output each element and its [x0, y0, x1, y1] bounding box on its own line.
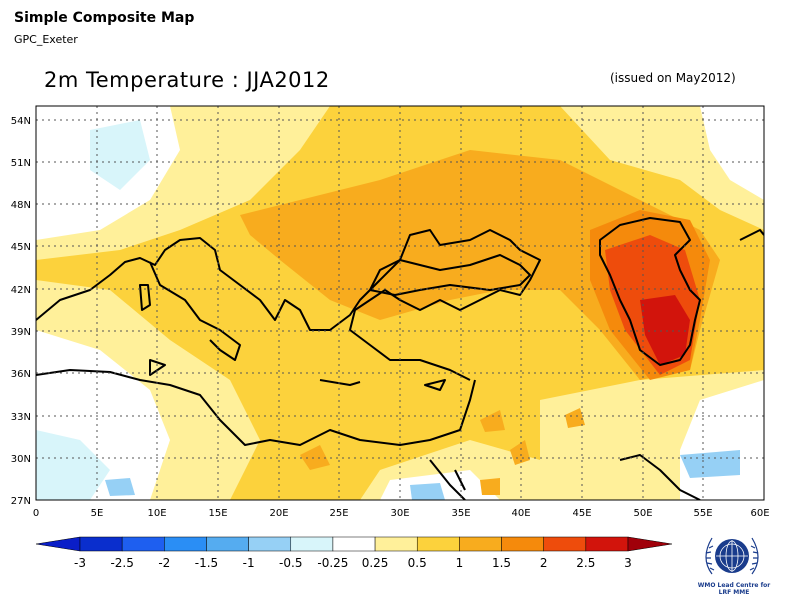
anomaly-region-blue-southeast [680, 450, 740, 478]
anomaly-hotspot-4 [480, 478, 500, 495]
colorbar-swatch [248, 536, 292, 552]
coastlines [36, 217, 764, 500]
anomaly-region-blue-northwest [90, 120, 150, 190]
lon-label: 60E [750, 508, 769, 519]
lon-label: 35E [451, 508, 470, 519]
colorbar-swatch [206, 536, 249, 552]
colorbar-tick-label: 1.5 [492, 556, 511, 570]
wmo-logo [705, 537, 759, 575]
lat-label: 27N [11, 496, 31, 507]
lon-label: 15E [208, 508, 227, 519]
issued-date: (issued on May2012) [610, 71, 736, 85]
colorbar-tick-label: -2.5 [110, 556, 133, 570]
colorbar-tick-label: 0.25 [362, 556, 389, 570]
colorbar-tick-label: -3 [74, 556, 86, 570]
colorbar [35, 536, 673, 552]
lat-axis: 54N 51N 48N 45N 42N 39N 36N 33N 30N 27N [11, 116, 31, 507]
lon-label: 25E [329, 508, 348, 519]
map-frame [35, 105, 765, 501]
colorbar-swatch [585, 536, 629, 552]
colorbar-swatch [501, 536, 544, 552]
lat-label: 51N [11, 158, 31, 169]
colorbar-tick-label: -1 [243, 556, 255, 570]
colorbar-tick-label: -0.5 [279, 556, 302, 570]
colorbar-swatch [164, 536, 207, 552]
anomaly-region-blue-southwest [36, 430, 110, 500]
map-title: 2m Temperature : JJA2012 [44, 68, 330, 92]
colorbar-tick-label: -0.25 [317, 556, 348, 570]
colorbar-swatch [459, 536, 502, 552]
logo-caption-line2: LRF MME [718, 589, 750, 596]
lat-label: 30N [11, 454, 31, 465]
lat-label: 36N [11, 369, 31, 380]
map-area [36, 106, 764, 500]
lon-label: 40E [511, 508, 530, 519]
colorbar-swatch [543, 536, 587, 552]
colorbar-arrow-high [627, 536, 673, 552]
colorbar-tick-label: 3 [624, 556, 632, 570]
colorbar-tick-label: -1.5 [195, 556, 218, 570]
anomaly-hotspot-3 [510, 440, 530, 465]
colorbar-tick-label: -2 [158, 556, 170, 570]
lat-label: 48N [11, 200, 31, 211]
source-label: GPC_Exeter [14, 33, 78, 46]
logo-caption: WMO Lead Centre for LRF MME [684, 582, 784, 596]
lon-label: 10E [147, 508, 166, 519]
anomaly-region-blue-small [105, 478, 135, 496]
colorbar-tick-label: 2.5 [576, 556, 595, 570]
colorbar-swatch [416, 536, 460, 552]
anomaly-region-orange-band [240, 150, 720, 380]
lon-axis: 0 5E 10E 15E 20E 25E 30E 35E 40E 45E 50E… [33, 508, 770, 519]
lon-label: 0 [33, 508, 39, 519]
lat-label: 45N [11, 242, 31, 253]
colorbar-tick-label: 2 [540, 556, 548, 570]
graticule [36, 106, 764, 500]
anomaly-region-white-east [700, 106, 764, 200]
lon-label: 20E [269, 508, 288, 519]
lat-label: 42N [11, 285, 31, 296]
anomaly-hotspot-1 [300, 445, 330, 470]
colorbar-swatch [332, 536, 376, 552]
lat-label: 39N [11, 327, 31, 338]
lat-label: 54N [11, 116, 31, 127]
colorbar-tick-label: 1 [456, 556, 464, 570]
anomaly-hotspot-5 [565, 408, 585, 428]
colorbar-swatch [374, 536, 418, 552]
lat-label: 33N [11, 412, 31, 423]
anomaly-region-blue-south [410, 483, 445, 500]
lon-label: 50E [633, 508, 652, 519]
colorbar-swatch [121, 536, 165, 552]
page-title: Simple Composite Map [14, 10, 195, 26]
lon-label: 55E [693, 508, 712, 519]
colorbar-tick-label: 0.5 [408, 556, 427, 570]
colorbar-arrow-low [35, 536, 81, 552]
colorbar-swatch [79, 536, 123, 552]
lon-label: 45E [572, 508, 591, 519]
lon-label: 5E [91, 508, 104, 519]
logo-caption-line1: WMO Lead Centre for [697, 582, 771, 589]
anomaly-region-darkred [640, 295, 690, 365]
colorbar-swatch [290, 536, 334, 552]
colorbar-labels: -3 -2.5 -2 -1.5 -1 -0.5 -0.25 0.25 0.5 1 1.5 2 2.5 3 [74, 556, 632, 570]
lon-label: 30E [390, 508, 409, 519]
